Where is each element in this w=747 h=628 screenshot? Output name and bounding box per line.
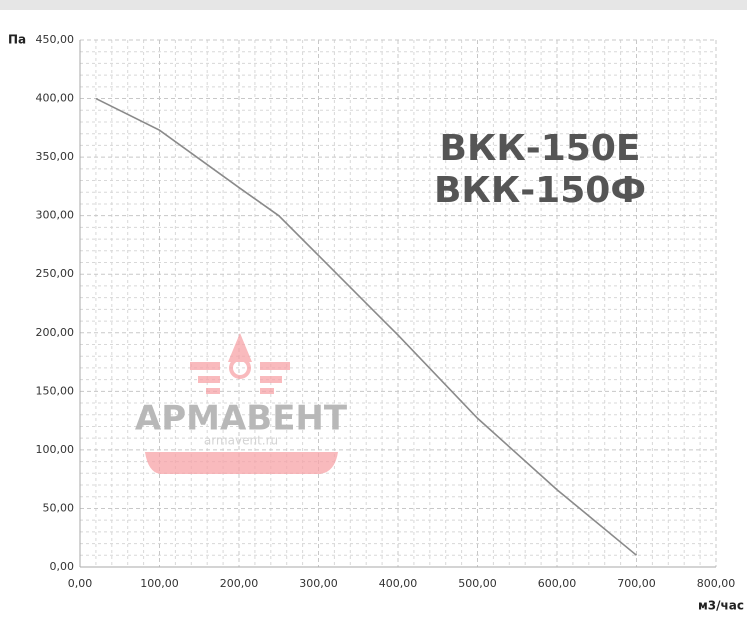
y-tick-label: 150,00: [36, 384, 75, 397]
y-tick-label: 100,00: [36, 443, 75, 456]
y-tick-label: 400,00: [36, 92, 75, 105]
y-tick-label: 50,00: [43, 501, 75, 514]
x-tick-label: 500,00: [458, 577, 497, 590]
x-tick-label: 0,00: [68, 577, 93, 590]
x-tick-label: 200,00: [220, 577, 259, 590]
x-tick-label: 300,00: [299, 577, 338, 590]
annotation: ВКК-150Е: [440, 128, 641, 169]
y-tick-label: 350,00: [36, 150, 75, 163]
annotation: ВКК-150Ф: [434, 170, 646, 211]
y-axis-label: Па: [8, 33, 26, 47]
line: [95, 97, 638, 556]
x-tick-label: 700,00: [617, 577, 656, 590]
top-band: [0, 0, 747, 10]
x-axis-label: м3/час: [698, 599, 744, 613]
y-tick-label: 200,00: [36, 326, 75, 339]
grid: [79, 39, 717, 568]
watermark-site: armavent.ru: [204, 434, 278, 448]
y-tick-label: 250,00: [36, 267, 75, 280]
x-tick-label: 800,00: [697, 577, 736, 590]
x-tick-label: 600,00: [538, 577, 577, 590]
y-tick-label: 0,00: [50, 560, 75, 573]
x-tick-label: 400,00: [379, 577, 418, 590]
watermark-logo: [145, 333, 338, 474]
y-tick-label: 300,00: [36, 209, 75, 222]
y-tick-label: 450,00: [36, 33, 75, 46]
watermark-name: АРМАВЕНТ: [135, 399, 348, 439]
x-tick-label: 100,00: [140, 577, 179, 590]
